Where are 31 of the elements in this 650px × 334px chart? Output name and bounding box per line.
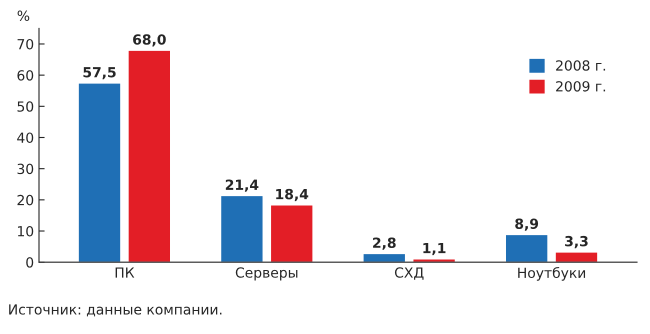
data-label: 68,0 <box>133 34 166 47</box>
data-label: 18,4 <box>276 188 308 202</box>
y-tick-label: 40 <box>17 132 34 143</box>
data-label: 57,5 <box>83 67 116 80</box>
bar <box>127 50 172 262</box>
data-label: 3,3 <box>565 236 588 248</box>
y-tick-label: 20 <box>17 194 34 206</box>
x-tick-label: СХД <box>394 267 424 280</box>
bar <box>504 234 549 262</box>
x-tick-label: ПК <box>116 267 134 278</box>
legend-label: 2008 г. <box>556 60 606 71</box>
bar <box>554 251 599 262</box>
y-tick-label: 50 <box>18 101 34 112</box>
x-tick-label: Ноутбуки <box>518 267 586 281</box>
bar <box>220 194 264 262</box>
text: Источник: данные компании. <box>9 304 222 316</box>
y-axis-title: % <box>18 10 30 22</box>
data-label: 21,4 <box>226 180 258 192</box>
data-label: 1,1 <box>423 242 446 256</box>
y-tick-label: 10 <box>18 226 34 236</box>
y-tick-label: 70 <box>18 38 34 50</box>
x-tick-label: Серверы <box>236 267 298 280</box>
y-tick-label: 60 <box>17 70 34 81</box>
data-label: 2,8 <box>373 237 396 250</box>
data-label: 8,9 <box>515 218 538 231</box>
bar <box>77 82 122 262</box>
bar <box>270 204 314 262</box>
legend-label: 2009 г. <box>556 81 606 92</box>
y-tick-label: 0 <box>26 257 34 268</box>
bar <box>362 252 406 262</box>
y-tick-label: 30 <box>18 164 34 174</box>
